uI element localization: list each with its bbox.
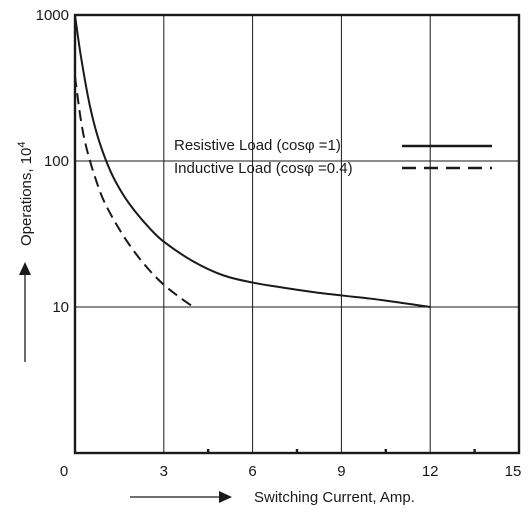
y-axis-title-group: Operations, 104 [16,141,35,246]
y-axis-title-exponent: 4 [16,141,28,147]
y-tick-label: 10 [52,299,69,316]
y-tick-label: 100 [44,153,69,170]
tick-labels: 0 3 6 9 12 15 10 100 1000 [36,7,522,480]
x-tick-label: 0 [60,463,68,480]
y-tick-label: 1000 [36,7,69,24]
x-minor-ticks [206,449,476,453]
series-resistive-line [74,14,431,308]
series-layer [74,14,431,308]
legend-label-inductive: Inductive Load (cosφ =0.4) [174,160,353,177]
series-inductive-line [74,76,194,308]
x-axis-arrow-head [219,491,232,503]
y-axis-title: Operations, 104 [16,141,35,246]
legend: Resistive Load (cosφ =1) Inductive Load … [174,137,492,177]
plot-frame [73,13,521,455]
legend-label-resistive: Resistive Load (cosφ =1) [174,137,341,154]
x-tick-label: 6 [248,463,256,480]
x-tick-label: 12 [422,463,439,480]
x-tick-label: 3 [160,463,168,480]
y-axis-arrow-head [19,262,31,275]
x-axis-title: Switching Current, Amp. [254,489,415,506]
x-tick-label: 15 [505,463,522,480]
x-tick-label: 9 [337,463,345,480]
grid-lines [75,15,519,453]
